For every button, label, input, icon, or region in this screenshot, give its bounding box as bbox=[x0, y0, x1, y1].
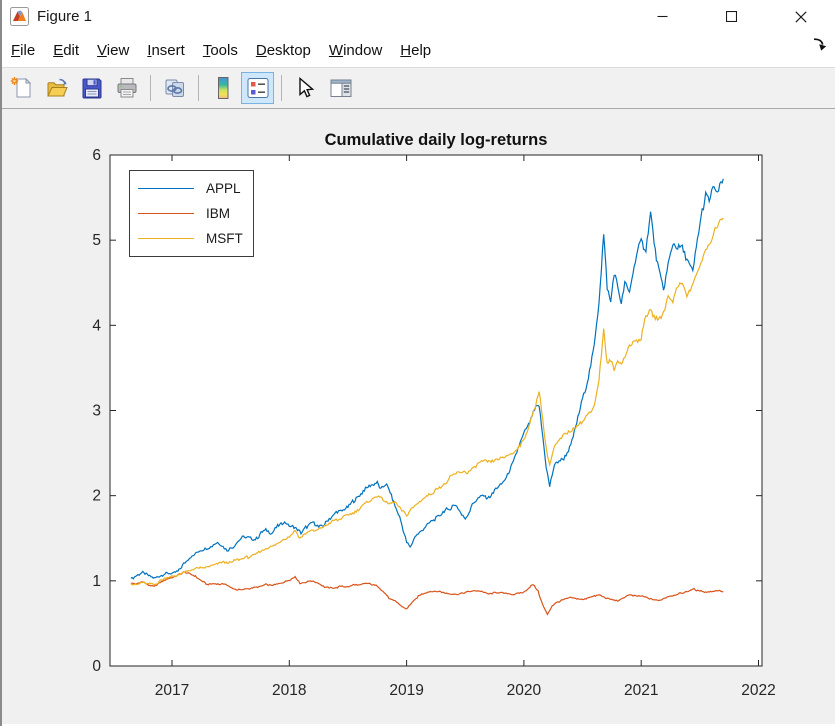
window-controls bbox=[628, 0, 835, 33]
menu-edit[interactable]: Edit bbox=[53, 41, 80, 59]
x-tick-label: 2021 bbox=[624, 682, 658, 699]
x-tick-label: 2022 bbox=[741, 682, 775, 699]
window-border bbox=[0, 0, 2, 726]
legend-entry-msft: MSFT bbox=[138, 226, 243, 251]
y-tick-label: 3 bbox=[92, 403, 101, 420]
y-tick-label: 1 bbox=[92, 573, 101, 590]
edit-plot-arrow-icon bbox=[298, 76, 314, 98]
figure-toolbar bbox=[0, 68, 835, 109]
series-line-APPL bbox=[130, 178, 724, 580]
menu-view[interactable]: View bbox=[97, 41, 130, 59]
property-inspector-icon bbox=[330, 79, 351, 97]
menu-help[interactable]: Help bbox=[400, 41, 432, 59]
legend-box[interactable]: APPL IBM MSFT bbox=[129, 170, 254, 257]
menu-window[interactable]: Window bbox=[328, 41, 383, 59]
menu-bar: File Edit View Insert Tools Desktop Wind… bbox=[0, 33, 835, 68]
maximize-icon bbox=[726, 11, 737, 22]
series-line-MSFT bbox=[130, 217, 724, 586]
x-tick-label: 2018 bbox=[272, 682, 306, 699]
legend-line-sample bbox=[138, 213, 194, 214]
y-tick-label: 0 bbox=[92, 658, 101, 675]
menu-file[interactable]: File bbox=[11, 41, 36, 59]
property-inspector-button[interactable] bbox=[324, 72, 357, 104]
y-tick-label: 2 bbox=[92, 488, 101, 505]
toolbar-separator bbox=[150, 75, 151, 101]
figure-canvas-area: Cumulative daily log-returns 2017 2018 201… bbox=[0, 109, 835, 724]
x-tick-label: 2020 bbox=[507, 682, 542, 699]
legend-entry-ibm: IBM bbox=[138, 201, 243, 226]
legend-label: APPL bbox=[206, 181, 241, 196]
open-file-icon bbox=[46, 78, 68, 97]
new-figure-button[interactable] bbox=[5, 72, 38, 104]
minimize-button[interactable] bbox=[628, 0, 697, 33]
new-figure-icon bbox=[10, 77, 31, 98]
y-tick-label: 6 bbox=[92, 147, 101, 164]
matlab-logo-icon bbox=[10, 7, 29, 26]
save-figure-icon bbox=[82, 78, 101, 99]
toolbar-separator bbox=[281, 75, 282, 101]
dock-figure-arrow-icon[interactable] bbox=[811, 36, 829, 54]
insert-legend-button[interactable] bbox=[241, 72, 274, 104]
insert-colorbar-icon bbox=[217, 77, 228, 99]
close-button[interactable] bbox=[766, 0, 835, 33]
close-icon bbox=[794, 10, 807, 23]
menu-desktop[interactable]: Desktop bbox=[255, 41, 311, 59]
legend-line-sample bbox=[138, 188, 194, 189]
y-tick-label: 4 bbox=[92, 317, 101, 334]
series-line-IBM bbox=[130, 571, 724, 616]
title-bar[interactable]: Figure 1 bbox=[0, 0, 835, 33]
legend-entry-appl: APPL bbox=[138, 176, 243, 201]
x-tick-label: 2019 bbox=[389, 682, 423, 699]
axes-plot[interactable]: 2017 2018 2019 2020 2021 2022 0 1 2 3 4 5 6 bbox=[0, 109, 835, 724]
link-plot-button[interactable] bbox=[158, 72, 191, 104]
minimize-icon bbox=[657, 15, 668, 18]
y-tick-label: 5 bbox=[92, 232, 101, 249]
insert-colorbar-button[interactable] bbox=[206, 72, 239, 104]
toolbar-separator bbox=[198, 75, 199, 101]
legend-line-sample bbox=[138, 238, 194, 239]
link-plot-icon bbox=[165, 79, 184, 97]
legend-label: IBM bbox=[206, 206, 231, 221]
window-title: Figure 1 bbox=[37, 8, 93, 25]
print-figure-icon bbox=[117, 78, 136, 98]
open-file-button[interactable] bbox=[40, 72, 73, 104]
chart-title: Cumulative daily log-returns bbox=[324, 131, 548, 149]
insert-legend-icon bbox=[247, 78, 268, 98]
legend-label: MSFT bbox=[206, 231, 243, 246]
maximize-button[interactable] bbox=[697, 0, 766, 33]
save-figure-button[interactable] bbox=[75, 72, 108, 104]
edit-plot-button[interactable] bbox=[289, 72, 322, 104]
x-tick-label: 2017 bbox=[155, 682, 189, 699]
menu-tools[interactable]: Tools bbox=[202, 41, 238, 59]
menu-insert[interactable]: Insert bbox=[147, 41, 185, 59]
print-figure-button[interactable] bbox=[110, 72, 143, 104]
